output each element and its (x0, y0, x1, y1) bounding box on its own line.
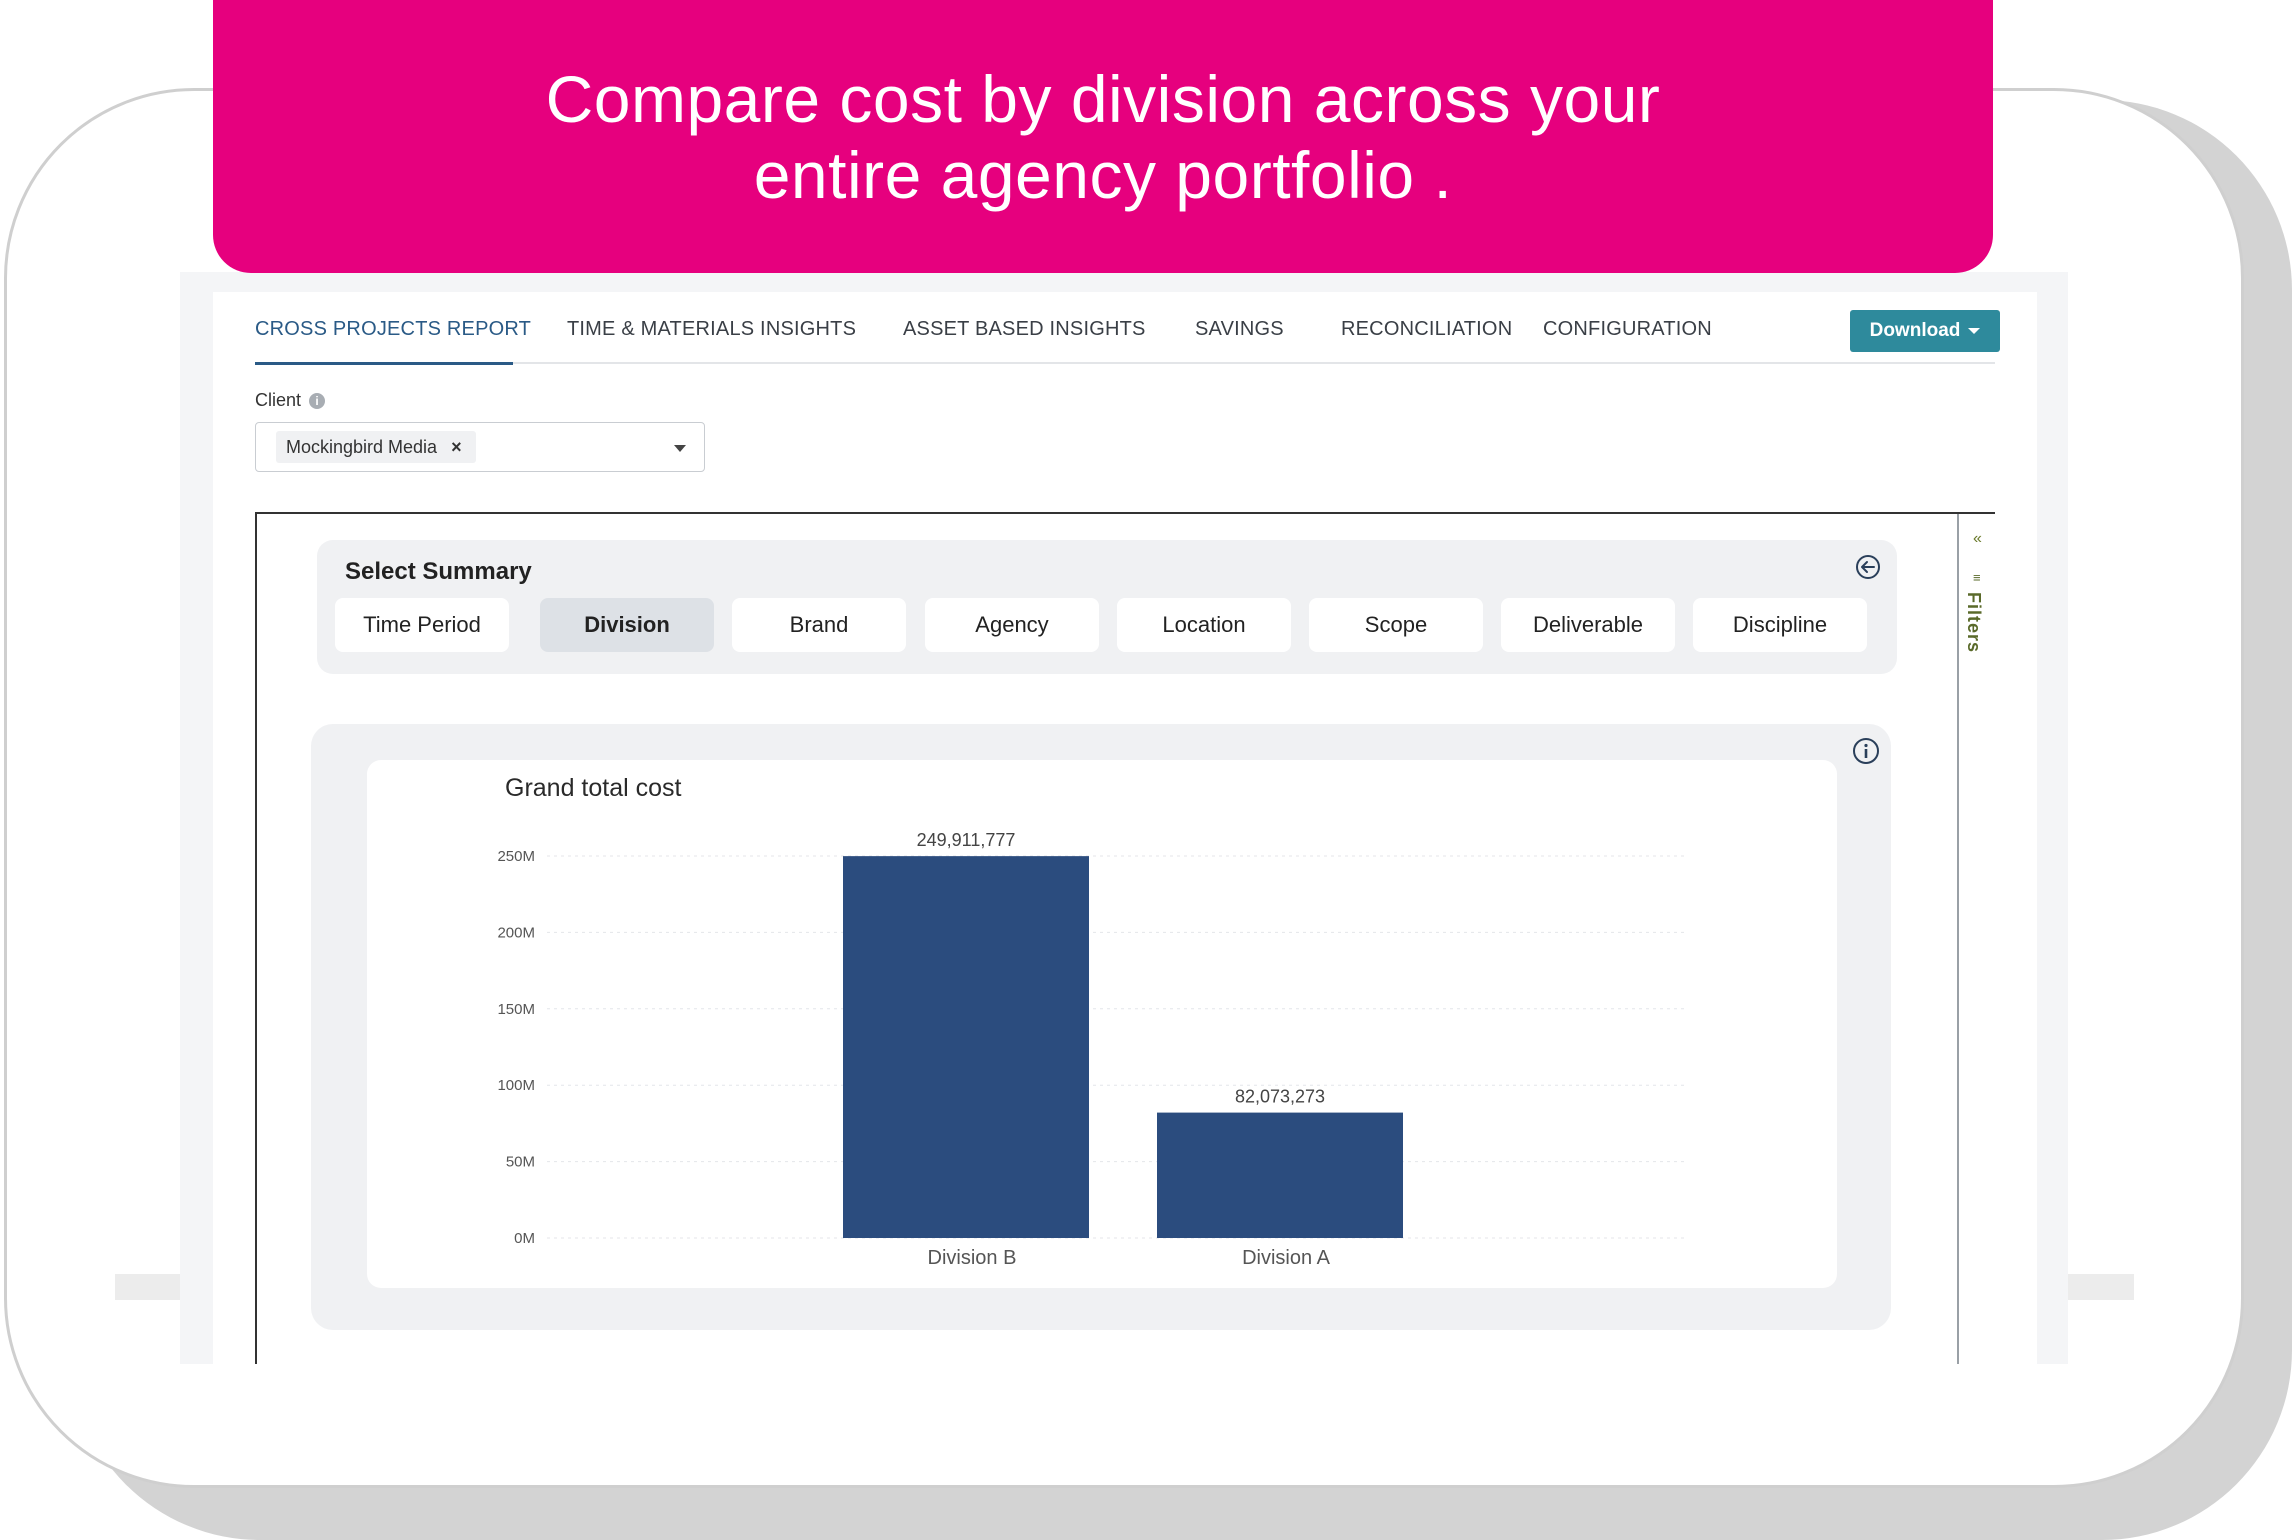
gray-band-left (115, 1274, 190, 1300)
summary-option-brand[interactable]: Brand (732, 598, 906, 652)
select-summary-panel: Select Summary Time Period Division Bran… (317, 540, 1897, 674)
summary-option-location[interactable]: Location (1117, 598, 1291, 652)
remove-chip-icon[interactable]: × (451, 436, 462, 457)
tab-savings[interactable]: SAVINGS (1195, 318, 1284, 340)
x-category-label: Division A (1242, 1247, 1330, 1269)
tab-configuration[interactable]: CONFIGURATION (1543, 318, 1712, 340)
gray-band-right (2068, 1274, 2134, 1300)
data-label: 82,073,273 (1235, 1087, 1325, 1107)
chevron-left-icon[interactable]: « (1973, 530, 1982, 547)
info-icon[interactable]: i (309, 392, 326, 409)
info-circle-icon[interactable] (1851, 736, 1881, 766)
filters-pane[interactable]: « ≡ Filters (1957, 514, 1999, 1364)
data-label: 249,911,777 (917, 830, 1016, 850)
client-label: Client (255, 390, 302, 410)
summary-option-time-period[interactable]: Time Period (335, 598, 509, 652)
headline-line-1: Compare cost by division across your (545, 61, 1661, 136)
tab-reconciliation[interactable]: RECONCILIATION (1341, 318, 1513, 340)
x-category-label: Division B (928, 1247, 1017, 1269)
summary-option-agency[interactable]: Agency (925, 598, 1099, 652)
download-label: Download (1869, 320, 1961, 341)
y-tick-label: 150M (497, 1001, 535, 1018)
report-canvas: Select Summary Time Period Division Bran… (255, 512, 1999, 1364)
bar-division-a[interactable] (1157, 1112, 1403, 1238)
y-tick-label: 250M (497, 848, 535, 865)
y-tick-label: 0M (514, 1230, 535, 1247)
y-tick-label: 100M (497, 1077, 535, 1094)
filter-icon: ≡ (1973, 570, 1981, 585)
summary-option-scope[interactable]: Scope (1309, 598, 1483, 652)
summary-option-division[interactable]: Division (540, 598, 714, 652)
top-nav: CROSS PROJECTS REPORT TIME & MATERIALS I… (255, 292, 1995, 365)
headline-banner: Compare cost by division across your ent… (213, 0, 1993, 273)
back-arrow-icon[interactable] (1855, 554, 1881, 580)
chart-container: Grand total cost 0M 50M 100M 150M 200M 250M 24… (311, 724, 1891, 1330)
active-tab-indicator (255, 362, 513, 365)
summary-option-discipline[interactable]: Discipline (1693, 598, 1867, 652)
app-content: CROSS PROJECTS REPORT TIME & MATERIALS I… (213, 292, 2037, 1364)
filters-label: Filters (1964, 592, 1984, 654)
summary-title: Select Summary (345, 558, 532, 585)
tab-asset-based-insights[interactable]: ASSET BASED INSIGHTS (903, 318, 1146, 340)
chart-title: Grand total cost (505, 774, 682, 802)
client-select[interactable]: Mockingbird Media × (255, 422, 705, 472)
caret-down-icon (1968, 328, 1981, 334)
client-chip-label: Mockingbird Media (286, 436, 438, 457)
app-window: CROSS PROJECTS REPORT TIME & MATERIALS I… (180, 272, 2068, 1364)
client-label-row: Client i (255, 390, 326, 411)
chevron-down-icon[interactable] (674, 445, 686, 452)
headline-line-2: entire agency portfolio . (753, 137, 1453, 212)
chart-card: Grand total cost 0M 50M 100M 150M 200M 250M 24… (367, 760, 1837, 1288)
y-tick-label: 50M (506, 1154, 535, 1171)
bar-chart: 0M 50M 100M 150M 200M 250M 249,911,777 Division… (497, 830, 1687, 1269)
y-tick-label: 200M (497, 924, 535, 941)
tab-cross-projects-report[interactable]: CROSS PROJECTS REPORT (255, 318, 532, 340)
client-chip: Mockingbird Media × (276, 431, 476, 463)
summary-option-deliverable[interactable]: Deliverable (1501, 598, 1675, 652)
bar-division-b[interactable] (843, 856, 1089, 1238)
download-button[interactable]: Download (1850, 310, 2000, 352)
tab-time-materials-insights[interactable]: TIME & MATERIALS INSIGHTS (567, 318, 857, 340)
